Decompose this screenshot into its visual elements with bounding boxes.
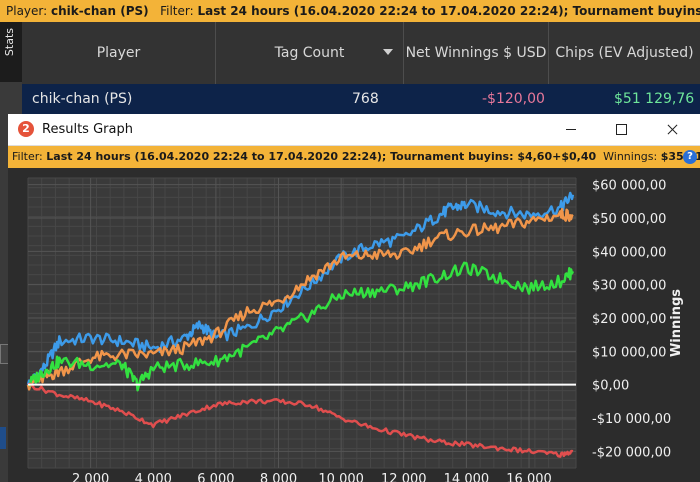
row-chips: $51 129,76: [614, 91, 695, 107]
y-tick-label: -$10 000,00: [592, 412, 671, 427]
results-graph-svg: -$20 000,00 -$10 000,00 $0,00 $10 000,00 $20…: [26, 177, 684, 482]
row-tag-count: 768: [352, 91, 379, 107]
x-tick-label: 16 000: [506, 472, 552, 482]
app-logo-icon: 2: [18, 121, 34, 137]
x-tick-label: 12 000: [381, 472, 427, 482]
x-tick-label: 10 000: [318, 472, 364, 482]
sort-descending-icon: [383, 49, 393, 55]
player-value: chik-chan (PS): [51, 4, 149, 18]
maximize-button[interactable]: [598, 114, 644, 145]
window-title-bar[interactable]: 2 Results Graph: [8, 114, 700, 146]
side-panel-selection-marker: [0, 427, 6, 449]
stats-table-header: Player Tag Count Net Winnings $ USD Chip…: [22, 22, 700, 84]
column-header-player[interactable]: Player: [22, 22, 216, 84]
x-tick-label: 8 000: [260, 472, 297, 482]
player-label: Player:: [6, 4, 48, 18]
y-axis-label: Winnings: [669, 289, 684, 357]
column-header-net-winnings-label: Net Winnings $ USD: [405, 44, 547, 61]
results-graph-window: 2 Results Graph Filter: Last 24 hours (1…: [8, 114, 700, 482]
maximize-icon: [616, 124, 627, 135]
x-tick-label: 6 000: [197, 472, 234, 482]
column-header-net-winnings[interactable]: Net Winnings $ USD: [404, 22, 549, 84]
y-tick-label: $0,00: [592, 379, 629, 394]
results-graph: -$20 000,00 -$10 000,00 $0,00 $10 000,00 $20…: [8, 168, 700, 482]
series-line: [27, 261, 575, 392]
graph-filter-bar: Filter: Last 24 hours (16.04.2020 22:24 …: [8, 146, 700, 168]
column-header-tag-count-label: Tag Count: [274, 44, 345, 61]
y-tick-label: $50 000,00: [592, 212, 666, 227]
table-row[interactable]: chik-chan (PS) 768 -$120,00 $51 129,76: [22, 84, 700, 114]
minimize-icon: [566, 129, 576, 130]
y-tick-label: $40 000,00: [592, 245, 666, 260]
y-tick-label: $30 000,00: [592, 279, 666, 294]
close-button[interactable]: [650, 114, 696, 145]
row-player: chik-chan (PS): [32, 91, 133, 107]
column-header-player-label: Player: [96, 44, 141, 61]
x-tick-label: 14 000: [444, 472, 490, 482]
window-title: Results Graph: [42, 122, 133, 137]
graph-filter-value: Last 24 hours (16.04.2020 22:24 to 17.04…: [46, 150, 597, 163]
filter-label: Filter:: [160, 4, 194, 18]
help-icon[interactable]: ?: [683, 150, 697, 164]
row-net-winnings: -$120,00: [482, 91, 545, 107]
column-header-chips[interactable]: Chips (EV Adjusted): [549, 22, 700, 84]
filter-value: Last 24 hours (16.04.2020 22:24 to 17.04…: [197, 4, 700, 18]
column-header-chips-label: Chips (EV Adjusted): [555, 44, 694, 61]
stats-side-tab[interactable]: Stats: [0, 22, 23, 82]
x-tick-label: 2 000: [72, 472, 109, 482]
y-tick-label: $10 000,00: [592, 345, 666, 360]
y-tick-label: $60 000,00: [592, 179, 666, 194]
x-tick-label: 4 000: [135, 472, 172, 482]
y-tick-label: $20 000,00: [592, 312, 666, 327]
series-line: [26, 191, 575, 386]
series-line: [27, 382, 574, 458]
column-header-tag-count[interactable]: Tag Count: [216, 22, 404, 84]
y-tick-label: -$20 000,00: [592, 445, 671, 460]
series-line: [26, 208, 574, 391]
minimize-button[interactable]: [548, 114, 594, 145]
player-filter-bar: Player: chik-chan (PS) Filter: Last 24 h…: [0, 0, 700, 22]
stats-tab-label: Stats: [3, 28, 16, 57]
winnings-label: Winnings:: [603, 150, 658, 163]
graph-filter-label: Filter:: [12, 150, 43, 163]
